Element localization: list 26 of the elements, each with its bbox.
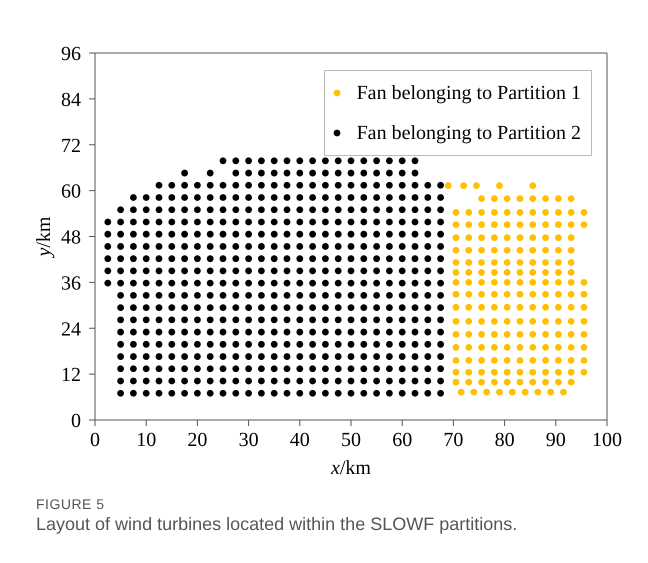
text: Layout of wind turbines located within the SLOWF partitions. bbox=[36, 514, 518, 535]
caption: FIGURE 5 bbox=[36, 496, 106, 512]
x-tick-label: 60 bbox=[392, 429, 412, 452]
y-tick-label: 48 bbox=[61, 226, 81, 249]
y-tick-label: 24 bbox=[61, 318, 81, 340]
x-tick-label: 30 bbox=[238, 429, 259, 452]
legend-label: Fan belonging to Partition 2 bbox=[356, 121, 581, 146]
legend-label: Fan belonging to Partition 1 bbox=[356, 81, 581, 106]
y-tick-label: 36 bbox=[61, 272, 81, 294]
x-tick-label: 50 bbox=[341, 429, 361, 452]
y-tick-label: 72 bbox=[61, 134, 81, 157]
x-tick-label: 100 bbox=[592, 429, 622, 452]
x-tick-label: 20 bbox=[187, 429, 208, 452]
x-tick-label: 80 bbox=[494, 429, 515, 452]
y-tick-label: 12 bbox=[61, 364, 81, 386]
x-tick-label: 10 bbox=[136, 429, 156, 452]
y-tick-label: 84 bbox=[61, 88, 81, 111]
y-tick-label: 0 bbox=[71, 410, 81, 432]
x-tick-label: 70 bbox=[443, 429, 464, 452]
x-axis-title: x/km bbox=[330, 457, 372, 479]
y-axis-title: y/km bbox=[33, 216, 55, 259]
x-tick-label: 0 bbox=[90, 429, 100, 452]
y-tick-label: 60 bbox=[61, 180, 81, 203]
x-tick-label: 90 bbox=[546, 429, 566, 452]
x-tick-label: 40 bbox=[290, 429, 310, 452]
y-tick-label: 96 bbox=[61, 43, 81, 66]
